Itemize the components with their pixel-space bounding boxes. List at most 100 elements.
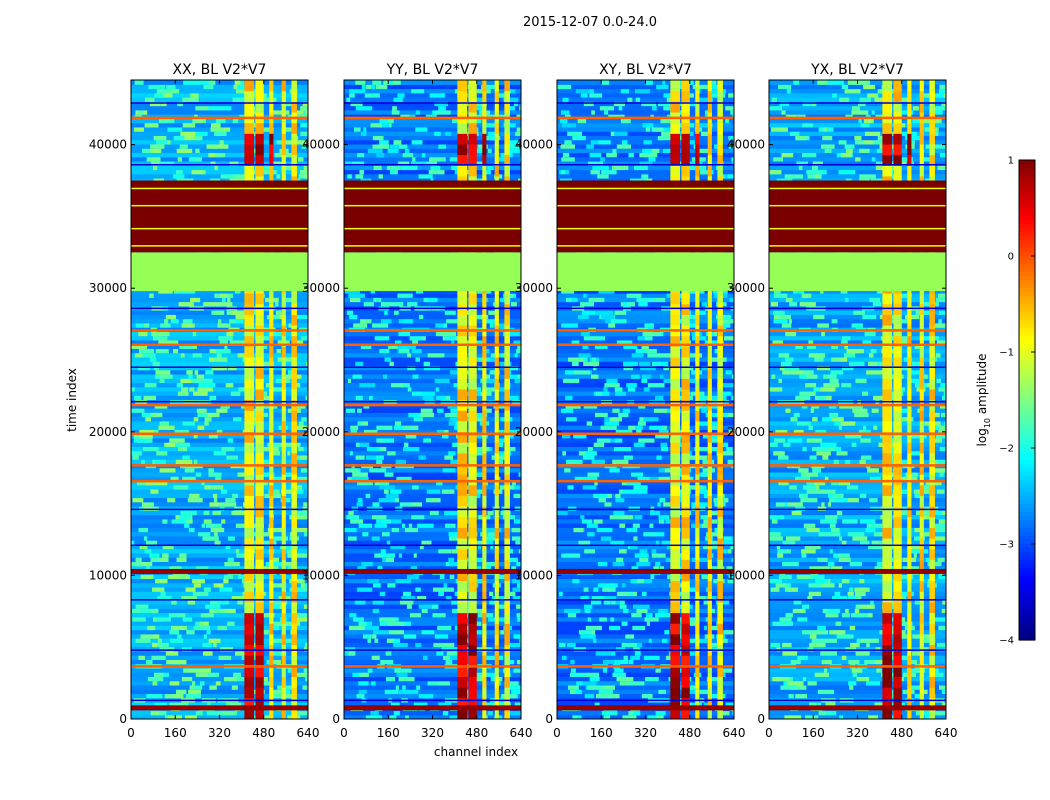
noise-speckle <box>631 488 648 494</box>
noise-speckle <box>349 88 366 94</box>
noise-speckle <box>361 84 366 90</box>
noise-speckle <box>817 701 821 707</box>
noise-speckle <box>475 97 486 102</box>
noise-speckle <box>590 373 599 379</box>
rfi-channel-stripe <box>291 442 297 454</box>
noise-speckle <box>641 335 653 341</box>
rfi-channel-stripe <box>291 122 297 134</box>
noise-speckle <box>723 629 729 635</box>
rfi-channel-stripe <box>717 335 723 347</box>
noise-speckle <box>623 608 629 614</box>
noise-speckle <box>194 114 198 119</box>
noise-speckle <box>675 633 686 639</box>
noise-speckle <box>631 612 642 618</box>
noise-speckle <box>805 714 819 719</box>
noise-speckle <box>560 408 574 413</box>
rfi-channel-stripe <box>291 601 297 614</box>
noise-speckle <box>370 122 383 128</box>
noise-speckle <box>183 80 199 85</box>
noise-speckle <box>836 510 843 516</box>
noise-speckle <box>601 314 615 320</box>
noise-speckle <box>304 143 308 149</box>
noise-speckle <box>906 667 923 673</box>
noise-speckle <box>190 297 201 303</box>
rfi-channel-stripe <box>281 506 286 518</box>
x-tick-label: 640 <box>723 726 746 740</box>
noise-speckle <box>150 488 159 494</box>
noise-speckle <box>151 586 165 592</box>
noise-speckle <box>136 433 153 439</box>
rfi-channel-stripe <box>244 580 255 592</box>
time-row-cell <box>557 433 734 439</box>
noise-speckle <box>657 135 673 141</box>
noise-speckle <box>769 531 781 537</box>
rfi-channel-stripe <box>291 143 297 156</box>
noise-speckle <box>802 676 807 682</box>
rfi-channel-stripe <box>494 122 499 134</box>
noise-speckle <box>425 114 437 119</box>
dark-time-row <box>557 508 734 511</box>
noise-speckle <box>209 608 213 614</box>
rfi-channel-stripe <box>269 495 274 507</box>
rfi-channel-stripe <box>681 378 690 390</box>
rfi-channel-stripe <box>670 346 681 358</box>
time-row-cell <box>769 335 946 341</box>
noise-speckle <box>471 339 483 345</box>
noise-speckle <box>582 454 595 460</box>
noise-speckle <box>634 425 643 430</box>
noise-speckle <box>650 506 655 511</box>
noise-speckle <box>620 88 630 94</box>
noise-speckle <box>705 616 710 622</box>
rfi-channel-stripe <box>457 80 468 92</box>
noise-speckle <box>810 408 814 413</box>
rfi-channel-stripe <box>504 431 510 443</box>
rfi-channel-stripe <box>707 314 712 326</box>
noise-speckle <box>847 595 861 601</box>
rfi-channel-stripe <box>494 474 499 486</box>
rfi-channel-stripe <box>457 580 468 592</box>
noise-speckle <box>587 531 595 537</box>
x-tick-label: 320 <box>634 726 657 740</box>
noise-speckle <box>609 467 620 473</box>
hot-time-row <box>557 705 734 711</box>
rfi-channel-stripe <box>681 442 690 454</box>
rfi-channel-stripe <box>670 154 681 166</box>
noise-speckle <box>728 92 734 98</box>
time-row-cell <box>557 293 734 298</box>
rfi-channel-stripe <box>681 516 690 528</box>
noise-speckle <box>449 535 465 541</box>
noise-speckle <box>258 446 271 452</box>
noise-speckle <box>726 565 733 571</box>
noise-speckle <box>847 591 854 597</box>
noise-speckle <box>688 429 693 435</box>
noise-speckle <box>382 373 388 379</box>
noise-speckle <box>653 565 660 571</box>
rfi-channel-stripe <box>670 687 681 699</box>
rfi-channel-stripe <box>482 506 487 518</box>
noise-speckle <box>568 506 577 511</box>
noise-speckle <box>186 629 195 635</box>
noise-speckle <box>636 429 642 435</box>
noise-speckle <box>363 126 367 132</box>
noise-speckle <box>262 591 266 597</box>
noise-speckle <box>210 126 225 132</box>
time-row-cell <box>344 710 521 716</box>
hot-time-row <box>344 343 521 346</box>
noise-speckle <box>208 484 213 490</box>
noise-speckle <box>641 344 649 349</box>
noise-speckle <box>849 561 862 567</box>
noise-speckle <box>908 659 918 665</box>
noise-speckle <box>849 684 854 690</box>
dark-time-row <box>344 599 521 601</box>
noise-speckle <box>620 488 635 494</box>
rfi-channel-stripe <box>494 676 499 688</box>
noise-speckle <box>421 540 432 545</box>
rfi-channel-stripe <box>681 143 690 156</box>
noise-speckle <box>188 373 193 379</box>
rfi-channel-stripe <box>504 122 510 134</box>
noise-speckle <box>422 395 434 401</box>
noise-speckle <box>630 578 642 584</box>
rfi-channel-stripe <box>291 80 297 92</box>
rfi-channel-stripe <box>707 367 712 379</box>
noise-speckle <box>633 603 650 609</box>
